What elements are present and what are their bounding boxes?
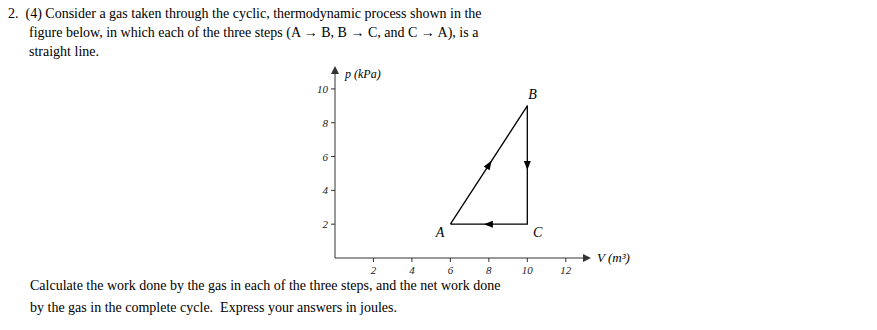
x-tick-label: 12 [560, 264, 572, 276]
y-tick [331, 156, 335, 157]
y-axis [335, 72, 336, 258]
x-tick [565, 258, 566, 262]
problem-text: by the gas in the complete cycle. Expres… [30, 300, 397, 315]
direction-arrow [484, 161, 492, 170]
x-tick [527, 258, 528, 262]
y-tick [331, 190, 335, 191]
x-tick [411, 258, 412, 262]
cycle-line [450, 106, 527, 224]
x-tick-label: 4 [409, 264, 415, 276]
x-tick [488, 258, 489, 262]
y-tick-label: 6 [323, 151, 329, 163]
x-tick [450, 258, 451, 262]
problem-text: straight line. [8, 44, 99, 59]
y-tick [331, 88, 335, 89]
x-tick-label: 10 [522, 264, 534, 276]
point-label: A [435, 225, 445, 240]
y-axis-arrow [331, 66, 339, 74]
point-label: B [528, 87, 537, 102]
x-tick-label: 6 [448, 264, 454, 276]
y-tick-label: 8 [323, 117, 329, 129]
y-tick-label: 2 [323, 218, 329, 230]
chart: 2. (4) Consider a gas taken through the … [0, 0, 877, 330]
y-tick-label: 10 [317, 83, 329, 95]
plot-area [450, 106, 530, 228]
problem-text: figure below, in which each of the three… [8, 25, 479, 41]
y-axis-label: p (kPa) [344, 67, 381, 81]
x-axis-label: V (m³) [597, 250, 630, 265]
y-tick [331, 224, 335, 225]
y-tick [331, 122, 335, 123]
y-tick-label: 4 [323, 184, 329, 196]
x-tick [373, 258, 374, 262]
point-label: C [533, 225, 543, 240]
problem-text: Calculate the work done by the gas in ea… [30, 278, 500, 293]
problem-text: 2. (4) Consider a gas taken through the … [8, 6, 482, 22]
direction-arrow [484, 221, 493, 228]
x-tick-label: 2 [371, 264, 377, 276]
x-axis [335, 258, 585, 259]
direction-arrow [524, 161, 531, 170]
x-tick-label: 8 [486, 264, 492, 276]
x-axis-arrow [583, 254, 591, 262]
